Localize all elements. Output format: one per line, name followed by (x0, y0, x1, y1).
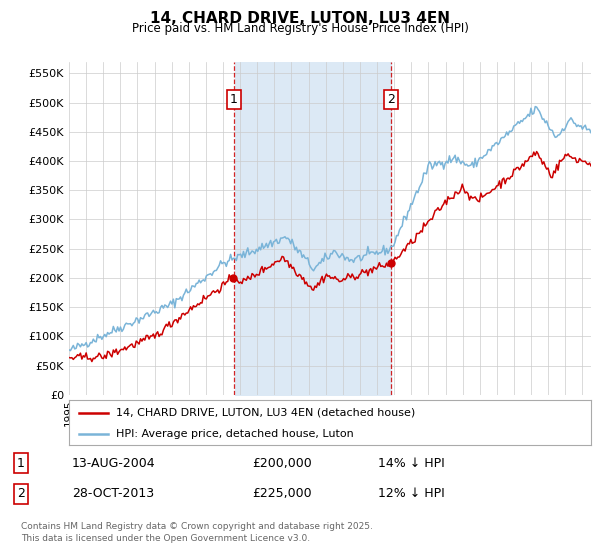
Text: Contains HM Land Registry data © Crown copyright and database right 2025.
This d: Contains HM Land Registry data © Crown c… (21, 522, 373, 543)
Text: 2: 2 (388, 93, 395, 106)
Text: £200,000: £200,000 (252, 457, 312, 470)
Text: 14% ↓ HPI: 14% ↓ HPI (378, 457, 445, 470)
Text: 1: 1 (17, 457, 25, 470)
Text: 14, CHARD DRIVE, LUTON, LU3 4EN: 14, CHARD DRIVE, LUTON, LU3 4EN (150, 11, 450, 26)
Text: 14, CHARD DRIVE, LUTON, LU3 4EN (detached house): 14, CHARD DRIVE, LUTON, LU3 4EN (detache… (116, 408, 415, 418)
Text: 2: 2 (17, 487, 25, 500)
Text: 28-OCT-2013: 28-OCT-2013 (72, 487, 154, 500)
Text: 12% ↓ HPI: 12% ↓ HPI (378, 487, 445, 500)
Text: Price paid vs. HM Land Registry's House Price Index (HPI): Price paid vs. HM Land Registry's House … (131, 22, 469, 35)
Text: £225,000: £225,000 (252, 487, 311, 500)
Text: 13-AUG-2004: 13-AUG-2004 (72, 457, 155, 470)
Text: 1: 1 (230, 93, 238, 106)
Text: HPI: Average price, detached house, Luton: HPI: Average price, detached house, Luto… (116, 429, 354, 439)
